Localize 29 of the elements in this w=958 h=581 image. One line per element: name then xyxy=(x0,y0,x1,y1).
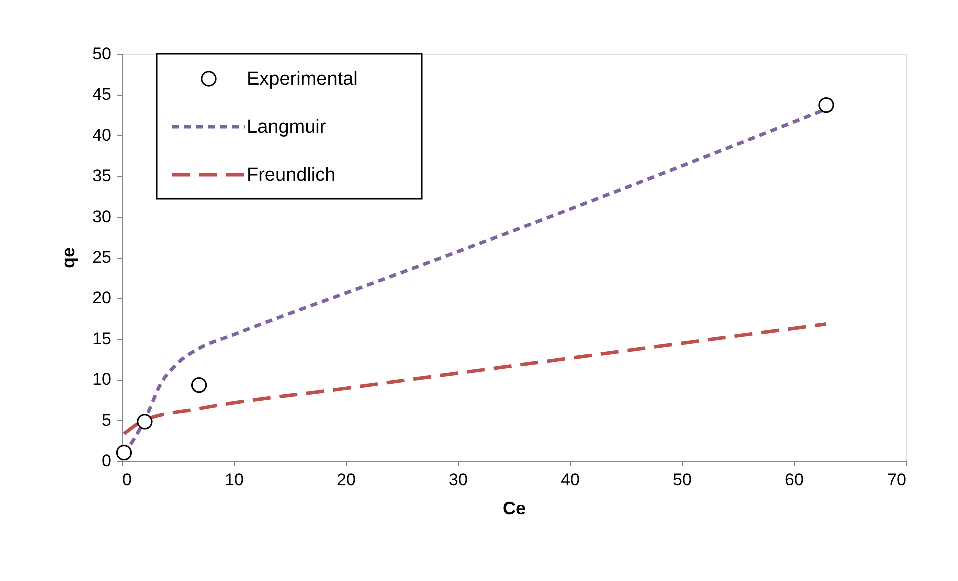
legend-label: Experimental xyxy=(247,69,358,90)
y-tick-label: 35 xyxy=(92,166,112,186)
y-tick-label: 45 xyxy=(92,85,112,104)
y-tick-label: 30 xyxy=(92,207,112,226)
x-tick-label: 70 xyxy=(888,470,906,490)
y-tick-label: 25 xyxy=(92,248,112,267)
point xyxy=(137,414,153,430)
point xyxy=(191,377,208,394)
x-tick-label: 0 xyxy=(122,470,132,490)
legend-label: Langmuir xyxy=(247,117,327,138)
legend-label: Freundlich xyxy=(247,165,336,186)
y-tick-label: 15 xyxy=(92,329,112,348)
x-tick-label: 20 xyxy=(337,470,356,490)
y-axis-title: qe xyxy=(58,247,79,269)
x-tick-label: 50 xyxy=(673,470,692,490)
line-series xyxy=(122,322,828,436)
y-tick-label: 50 xyxy=(92,44,112,64)
y-tick-label: 40 xyxy=(92,126,112,145)
y-tick-label: 10 xyxy=(92,370,112,390)
y-tick-label: 20 xyxy=(92,288,112,308)
point xyxy=(116,445,132,461)
y-tick-label: 5 xyxy=(102,410,112,430)
x-tick-label: 30 xyxy=(449,470,468,490)
point xyxy=(818,97,834,114)
x-axis-title: Ce xyxy=(502,498,526,518)
x-tick-label: 40 xyxy=(561,470,580,490)
x-tick-label: 10 xyxy=(225,470,244,490)
x-tick-label: 60 xyxy=(785,470,804,490)
y-tick-label: 0 xyxy=(102,452,112,470)
